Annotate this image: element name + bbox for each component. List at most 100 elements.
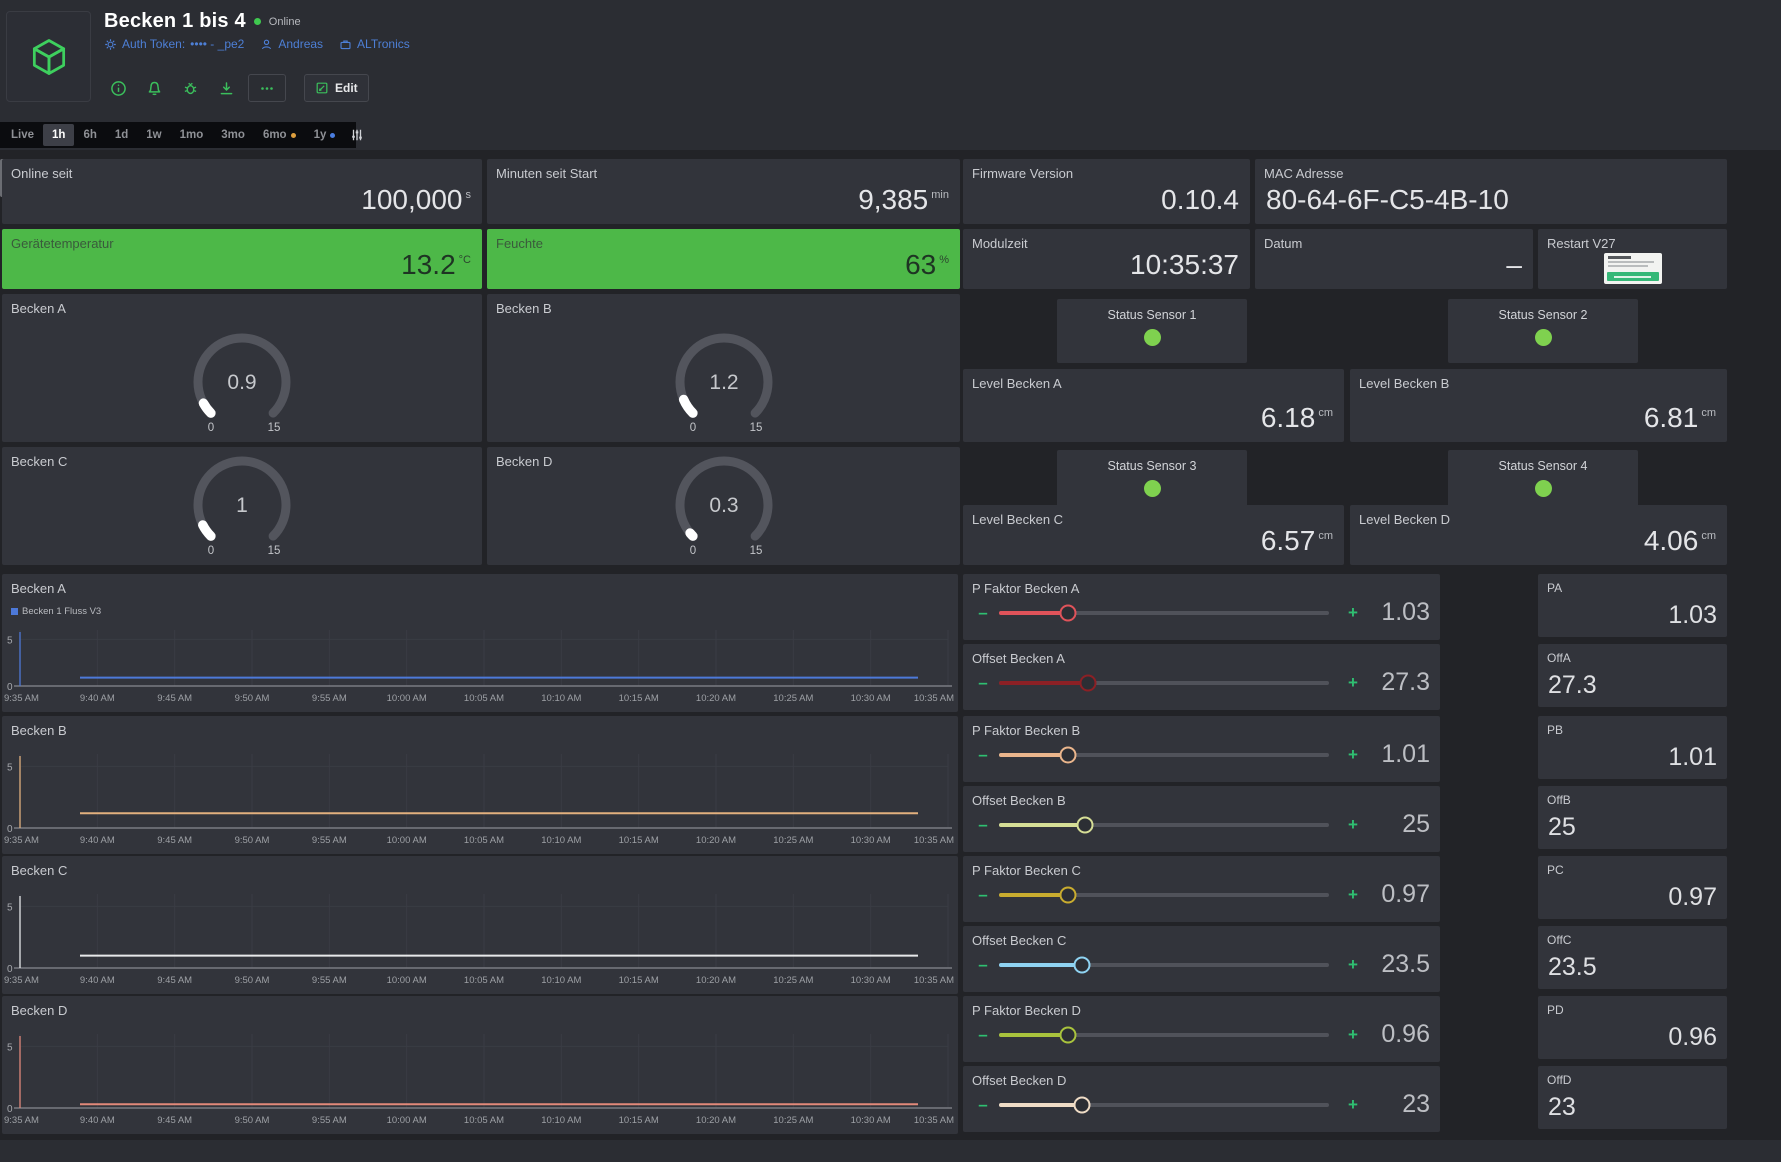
- svg-text:9:45 AM: 9:45 AM: [157, 1115, 192, 1126]
- led-indicator: [1143, 329, 1161, 346]
- timerange-tab-1h[interactable]: 1h: [43, 124, 75, 146]
- info-button[interactable]: [104, 75, 132, 101]
- slider-decrease-button[interactable]: –: [978, 884, 988, 904]
- sliders-icon: [352, 129, 363, 141]
- slider-decrease-button[interactable]: –: [978, 602, 988, 622]
- svg-text:10:00 AM: 10:00 AM: [387, 835, 427, 846]
- erase-data-button[interactable]: [176, 75, 204, 101]
- slider-handle[interactable]: [1059, 604, 1077, 621]
- slider-increase-button[interactable]: +: [1348, 744, 1358, 764]
- svg-text:10:00 AM: 10:00 AM: [387, 1115, 427, 1126]
- slider-handle[interactable]: [1059, 886, 1077, 903]
- svg-text:9:45 AM: 9:45 AM: [157, 693, 192, 704]
- slider-increase-button[interactable]: +: [1348, 602, 1358, 622]
- slider-p-faktor-becken-a: P Faktor Becken A – +1.03: [963, 574, 1440, 640]
- timerange-tab-6h[interactable]: 6h: [83, 129, 97, 141]
- svg-text:10:30 AM: 10:30 AM: [851, 1115, 891, 1126]
- notifications-button[interactable]: [140, 75, 168, 101]
- svg-text:10:25 AM: 10:25 AM: [773, 1115, 813, 1126]
- timerange-tab-6mo[interactable]: 6mo: [254, 124, 305, 146]
- device-image-tile[interactable]: [6, 11, 91, 102]
- slider-track[interactable]: [999, 1096, 1329, 1113]
- widget-level-becken-d: Level Becken D 4.06 cm: [1350, 505, 1727, 565]
- slider-increase-button[interactable]: +: [1348, 884, 1358, 904]
- svg-text:9:55 AM: 9:55 AM: [312, 975, 347, 986]
- widget-geraetetemperatur: Gerätetemperatur 13.2 °C: [2, 229, 482, 289]
- svg-text:0.3: 0.3: [709, 494, 738, 517]
- timerange-tab-1mo[interactable]: 1mo: [179, 129, 204, 141]
- slider-decrease-button[interactable]: –: [978, 672, 988, 692]
- restart-image-button[interactable]: [1603, 253, 1662, 284]
- ellipsis-icon: [261, 86, 273, 90]
- slider-decrease-button[interactable]: –: [978, 1024, 988, 1044]
- slider-increase-button[interactable]: +: [1348, 954, 1358, 974]
- organization-item[interactable]: ALTronics: [339, 37, 410, 51]
- slider-increase-button[interactable]: +: [1348, 1024, 1358, 1044]
- slider-track[interactable]: [999, 604, 1329, 621]
- svg-text:10:10 AM: 10:10 AM: [541, 835, 581, 846]
- slider-increase-button[interactable]: +: [1348, 672, 1358, 692]
- slider-decrease-button[interactable]: –: [978, 814, 988, 834]
- slider-decrease-button[interactable]: –: [978, 1094, 988, 1114]
- timerange-tab-1w[interactable]: 1w: [146, 129, 162, 141]
- svg-text:10:05 AM: 10:05 AM: [464, 975, 504, 986]
- slider-handle[interactable]: [1073, 1096, 1090, 1113]
- timerange-tab-1d[interactable]: 1d: [114, 129, 129, 141]
- svg-text:10:20 AM: 10:20 AM: [696, 693, 736, 704]
- slider-handle[interactable]: [1073, 956, 1090, 973]
- more-actions-button[interactable]: [248, 74, 286, 102]
- owner-item[interactable]: Andreas: [260, 37, 323, 51]
- svg-text:9:40 AM: 9:40 AM: [80, 835, 115, 846]
- svg-text:1.2: 1.2: [709, 371, 738, 394]
- slider-track[interactable]: [999, 956, 1329, 973]
- widget-pa: PA 1.03: [1538, 574, 1727, 637]
- download-report-button[interactable]: [212, 75, 240, 101]
- svg-text:9:45 AM: 9:45 AM: [157, 835, 192, 846]
- timerange-tab-3mo[interactable]: 3mo: [221, 129, 245, 141]
- slider-decrease-button[interactable]: –: [978, 744, 988, 764]
- slider-track[interactable]: [999, 1026, 1329, 1043]
- slider-track[interactable]: [999, 816, 1329, 833]
- auth-token-item[interactable]: Auth Token: •••• - _pe2: [104, 37, 244, 51]
- svg-text:9:40 AM: 9:40 AM: [80, 975, 115, 986]
- svg-text:10:20 AM: 10:20 AM: [696, 1115, 736, 1126]
- svg-text:9:45 AM: 9:45 AM: [157, 975, 192, 986]
- widget-minuten-seit-start: Minuten seit Start 9,385 min: [487, 159, 960, 224]
- led-indicator: [1534, 329, 1552, 346]
- slider-decrease-button[interactable]: –: [978, 954, 988, 974]
- slider-handle[interactable]: [1059, 1026, 1077, 1043]
- widget-level-becken-a: Level Becken A 6.18 cm: [963, 369, 1344, 442]
- slider-handle[interactable]: [1059, 746, 1077, 763]
- slider-increase-button[interactable]: +: [1348, 814, 1358, 834]
- slider-track[interactable]: [999, 674, 1329, 691]
- gauge-becken-d: Becken D 0.3 0 15: [487, 447, 960, 565]
- widget-modulzeit: Modulzeit 10:35:37: [963, 229, 1250, 289]
- slider-track[interactable]: [999, 886, 1329, 903]
- chart-becken-c: Becken C 5 0 9:35 AM 9:40 AM 9:45 AM 9:50 AM 9…: [2, 856, 958, 994]
- slider-increase-button[interactable]: +: [1348, 1094, 1358, 1114]
- timerange-tab-1y[interactable]: 1y: [305, 124, 345, 146]
- slider-track[interactable]: [999, 746, 1329, 763]
- gauge-becken-a: Becken A 0.9 0 15: [2, 294, 482, 442]
- svg-text:15: 15: [268, 422, 281, 434]
- bug-icon: [184, 82, 196, 94]
- svg-text:10:05 AM: 10:05 AM: [464, 693, 504, 704]
- svg-text:10:25 AM: 10:25 AM: [773, 693, 813, 704]
- slider-offset-becken-b: Offset Becken B – +25: [963, 786, 1440, 852]
- slider-handle[interactable]: [1079, 674, 1097, 691]
- organization-name: ALTronics: [357, 37, 410, 51]
- slider-offset-becken-d: Offset Becken D – +23: [963, 1066, 1440, 1132]
- slider-handle[interactable]: [1076, 816, 1094, 833]
- timerange-tab-live[interactable]: Live: [11, 129, 35, 141]
- svg-text:10:15 AM: 10:15 AM: [619, 693, 659, 704]
- svg-text:9:50 AM: 9:50 AM: [235, 835, 270, 846]
- widget-datum: Datum –: [1255, 229, 1533, 289]
- filter-settings-button[interactable]: [350, 128, 364, 142]
- svg-text:5: 5: [7, 1042, 13, 1053]
- legend-swatch: [11, 608, 18, 615]
- edit-button[interactable]: Edit: [304, 74, 369, 102]
- svg-text:10:00 AM: 10:00 AM: [387, 975, 427, 986]
- svg-text:9:55 AM: 9:55 AM: [312, 693, 347, 704]
- device-toolbar: Edit: [104, 74, 369, 102]
- edit-button-label: Edit: [335, 81, 358, 95]
